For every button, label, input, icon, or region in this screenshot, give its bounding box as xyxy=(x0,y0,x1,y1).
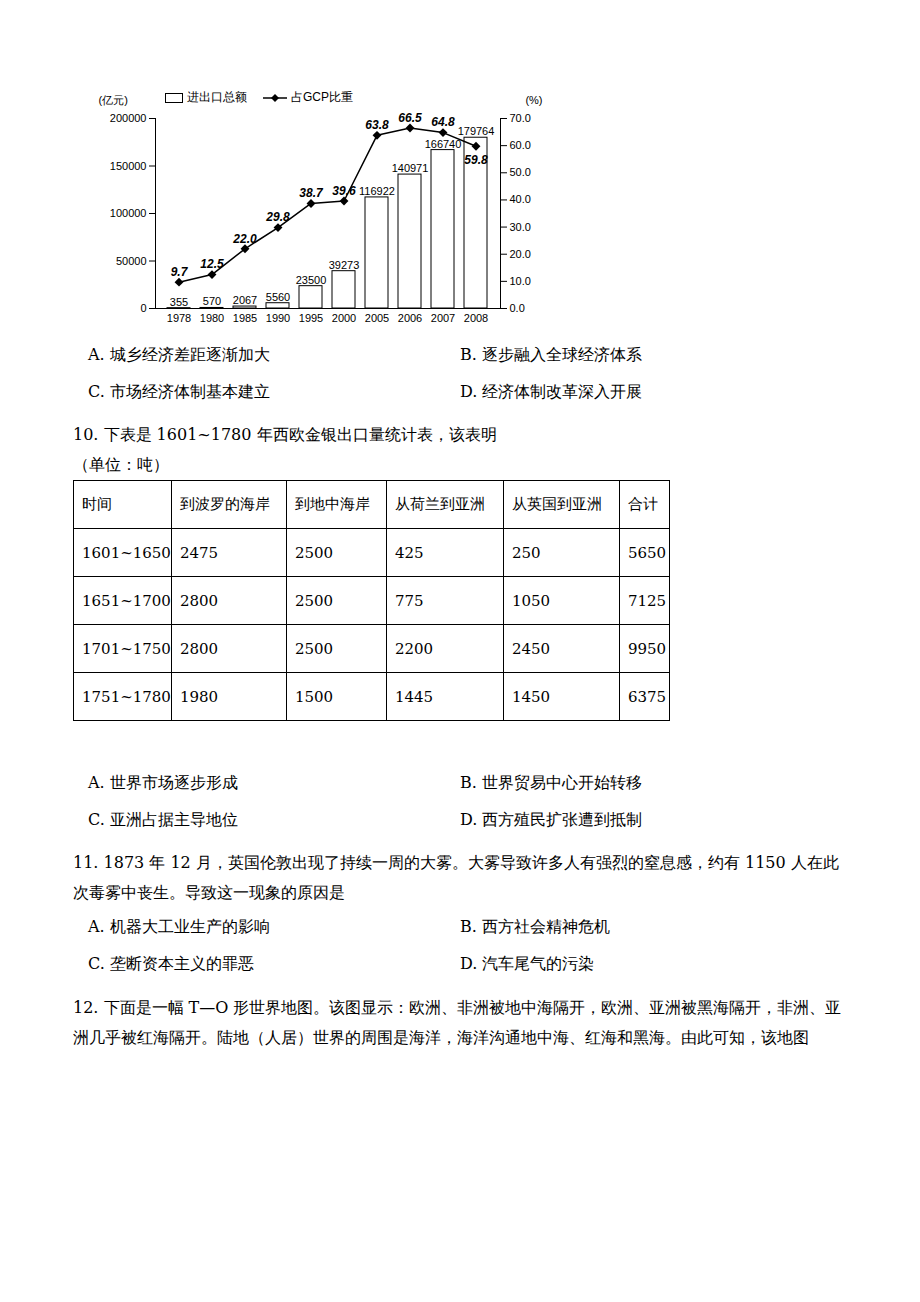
html-text:9950: 9950 xyxy=(627,639,667,658)
svg-text:1978: 1978 xyxy=(167,312,191,324)
svg-text:570: 570 xyxy=(203,295,221,307)
svg-text:2006: 2006 xyxy=(398,312,422,324)
html-text:2500: 2500 xyxy=(294,639,334,658)
html-text:1651~1700: 1651~1700 xyxy=(82,591,171,610)
html-text:12. 下面是一幅 T—O 形世界地图。该图显示：欧洲、非洲: 12. 下面是一幅 T—O 形世界地图。该图显示：欧洲、非洲被地中海隔开，欧洲、… xyxy=(73,998,842,1047)
svg-text:66.5: 66.5 xyxy=(398,111,422,125)
svg-text:(亿元): (亿元) xyxy=(99,94,128,106)
html-text:2200: 2200 xyxy=(394,639,434,658)
svg-text:2000: 2000 xyxy=(332,312,356,324)
html-text:1701~1750: 1701~1750 xyxy=(82,639,171,658)
svg-text:29.8: 29.8 xyxy=(265,210,290,224)
html-text:775: 775 xyxy=(394,591,424,610)
svg-text:1980: 1980 xyxy=(200,312,224,324)
html-text:1450: 1450 xyxy=(511,687,551,706)
html-text:A. 世界市场逐步形成: A. 世界市场逐步形成 xyxy=(88,773,238,792)
svg-text:22.0: 22.0 xyxy=(232,232,257,246)
svg-text:10.0: 10.0 xyxy=(510,275,531,287)
svg-text:50.0: 50.0 xyxy=(510,166,531,178)
html-text:7125: 7125 xyxy=(627,591,667,610)
html-text:B. 西方社会精神危机: B. 西方社会精神危机 xyxy=(460,917,610,936)
svg-text:166740: 166740 xyxy=(425,138,462,150)
html-text:2500: 2500 xyxy=(294,591,334,610)
svg-text:2008: 2008 xyxy=(464,312,488,324)
svg-text:179764: 179764 xyxy=(458,125,495,137)
svg-text:9.7: 9.7 xyxy=(171,265,189,279)
html-text:1980: 1980 xyxy=(179,687,219,706)
svg-text:2005: 2005 xyxy=(365,312,389,324)
svg-text:355: 355 xyxy=(170,296,188,308)
html-text:B. 世界贸易中心开始转移: B. 世界贸易中心开始转移 xyxy=(460,773,642,792)
svg-text:(%): (%) xyxy=(525,94,542,106)
html-text:C. 亚洲占据主导地位: C. 亚洲占据主导地位 xyxy=(88,810,238,829)
html-text:占GCP比重: 占GCP比重 xyxy=(291,90,353,104)
svg-text:200000: 200000 xyxy=(110,112,147,124)
svg-text:30.0: 30.0 xyxy=(510,221,531,233)
html-text:B. 逐步融入全球经济体系: B. 逐步融入全球经济体系 xyxy=(460,345,642,364)
html-text:到地中海岸: 到地中海岸 xyxy=(294,495,370,513)
svg-text:50000: 50000 xyxy=(116,255,147,267)
svg-text:23500: 23500 xyxy=(296,274,327,286)
html-text:2475: 2475 xyxy=(179,543,219,562)
svg-text:1985: 1985 xyxy=(233,312,257,324)
svg-text:2067: 2067 xyxy=(233,294,257,306)
svg-text:40.0: 40.0 xyxy=(510,193,531,205)
html-text:1751~1780: 1751~1780 xyxy=(82,687,171,706)
html-text:6375: 6375 xyxy=(627,687,667,706)
html-text:C. 垄断资本主义的罪恶: C. 垄断资本主义的罪恶 xyxy=(88,954,254,973)
svg-text:100000: 100000 xyxy=(110,207,147,219)
html-text:进出口总额: 进出口总额 xyxy=(187,90,247,104)
svg-text:0: 0 xyxy=(140,302,146,314)
svg-text:0.0: 0.0 xyxy=(510,302,525,314)
svg-text:140971: 140971 xyxy=(392,162,429,174)
html-text:425: 425 xyxy=(394,543,424,562)
html-text:A. 城乡经济差距逐渐加大: A. 城乡经济差距逐渐加大 xyxy=(88,345,270,364)
svg-text:63.8: 63.8 xyxy=(365,118,389,132)
svg-text:5560: 5560 xyxy=(266,291,290,303)
html-text:A. 机器大工业生产的影响: A. 机器大工业生产的影响 xyxy=(88,917,270,936)
svg-text:39.6: 39.6 xyxy=(332,184,356,198)
html-text:2800: 2800 xyxy=(179,639,219,658)
svg-text:12.5: 12.5 xyxy=(200,257,224,271)
html-text:D. 汽车尾气的污染: D. 汽车尾气的污染 xyxy=(460,954,595,973)
svg-text:116922: 116922 xyxy=(359,185,395,197)
svg-text:39273: 39273 xyxy=(329,259,360,271)
html-text:1445: 1445 xyxy=(394,687,434,706)
html-text:合计: 合计 xyxy=(627,495,658,513)
html-text:5650: 5650 xyxy=(627,543,667,562)
html-text:250: 250 xyxy=(511,543,541,562)
svg-text:2007: 2007 xyxy=(431,312,455,324)
svg-text:1990: 1990 xyxy=(266,312,290,324)
html-text:时间: 时间 xyxy=(82,495,112,513)
svg-text:60.0: 60.0 xyxy=(510,139,531,151)
html-text:从英国到亚洲: 从英国到亚洲 xyxy=(511,495,602,513)
svg-text:64.8: 64.8 xyxy=(431,115,455,129)
html-text:C. 市场经济体制基本建立: C. 市场经济体制基本建立 xyxy=(88,382,270,401)
svg-text:59.8: 59.8 xyxy=(464,153,488,167)
html-text:到波罗的海岸: 到波罗的海岸 xyxy=(179,495,270,513)
html-text:D. 经济体制改革深入开展: D. 经济体制改革深入开展 xyxy=(460,382,643,401)
html-text:2500: 2500 xyxy=(294,543,334,562)
svg-text:70.0: 70.0 xyxy=(510,112,531,124)
html-text:11. 1873 年 12 月，英国伦敦出现了持续一周的大雾: 11. 1873 年 12 月，英国伦敦出现了持续一周的大雾。大雾导致许多人有强… xyxy=(73,853,839,902)
html-text:1601~1650: 1601~1650 xyxy=(82,543,171,562)
svg-text:20.0: 20.0 xyxy=(510,248,531,260)
html-text:1050: 1050 xyxy=(511,591,551,610)
svg-text:38.7: 38.7 xyxy=(299,186,324,200)
html-text:10. 下表是 1601~1780 年西欧金银出口量统计表，: 10. 下表是 1601~1780 年西欧金银出口量统计表，该表明 xyxy=(73,425,497,444)
html-text:1500: 1500 xyxy=(294,687,334,706)
svg-text:150000: 150000 xyxy=(110,160,147,172)
html-text:（单位：吨）: （单位：吨） xyxy=(73,455,169,474)
svg-text:1995: 1995 xyxy=(299,312,323,324)
html-text:2800: 2800 xyxy=(179,591,219,610)
html-text:D. 西方殖民扩张遭到抵制: D. 西方殖民扩张遭到抵制 xyxy=(460,810,643,829)
html-text:2450: 2450 xyxy=(511,639,551,658)
html-text:从荷兰到亚洲: 从荷兰到亚洲 xyxy=(394,495,485,513)
